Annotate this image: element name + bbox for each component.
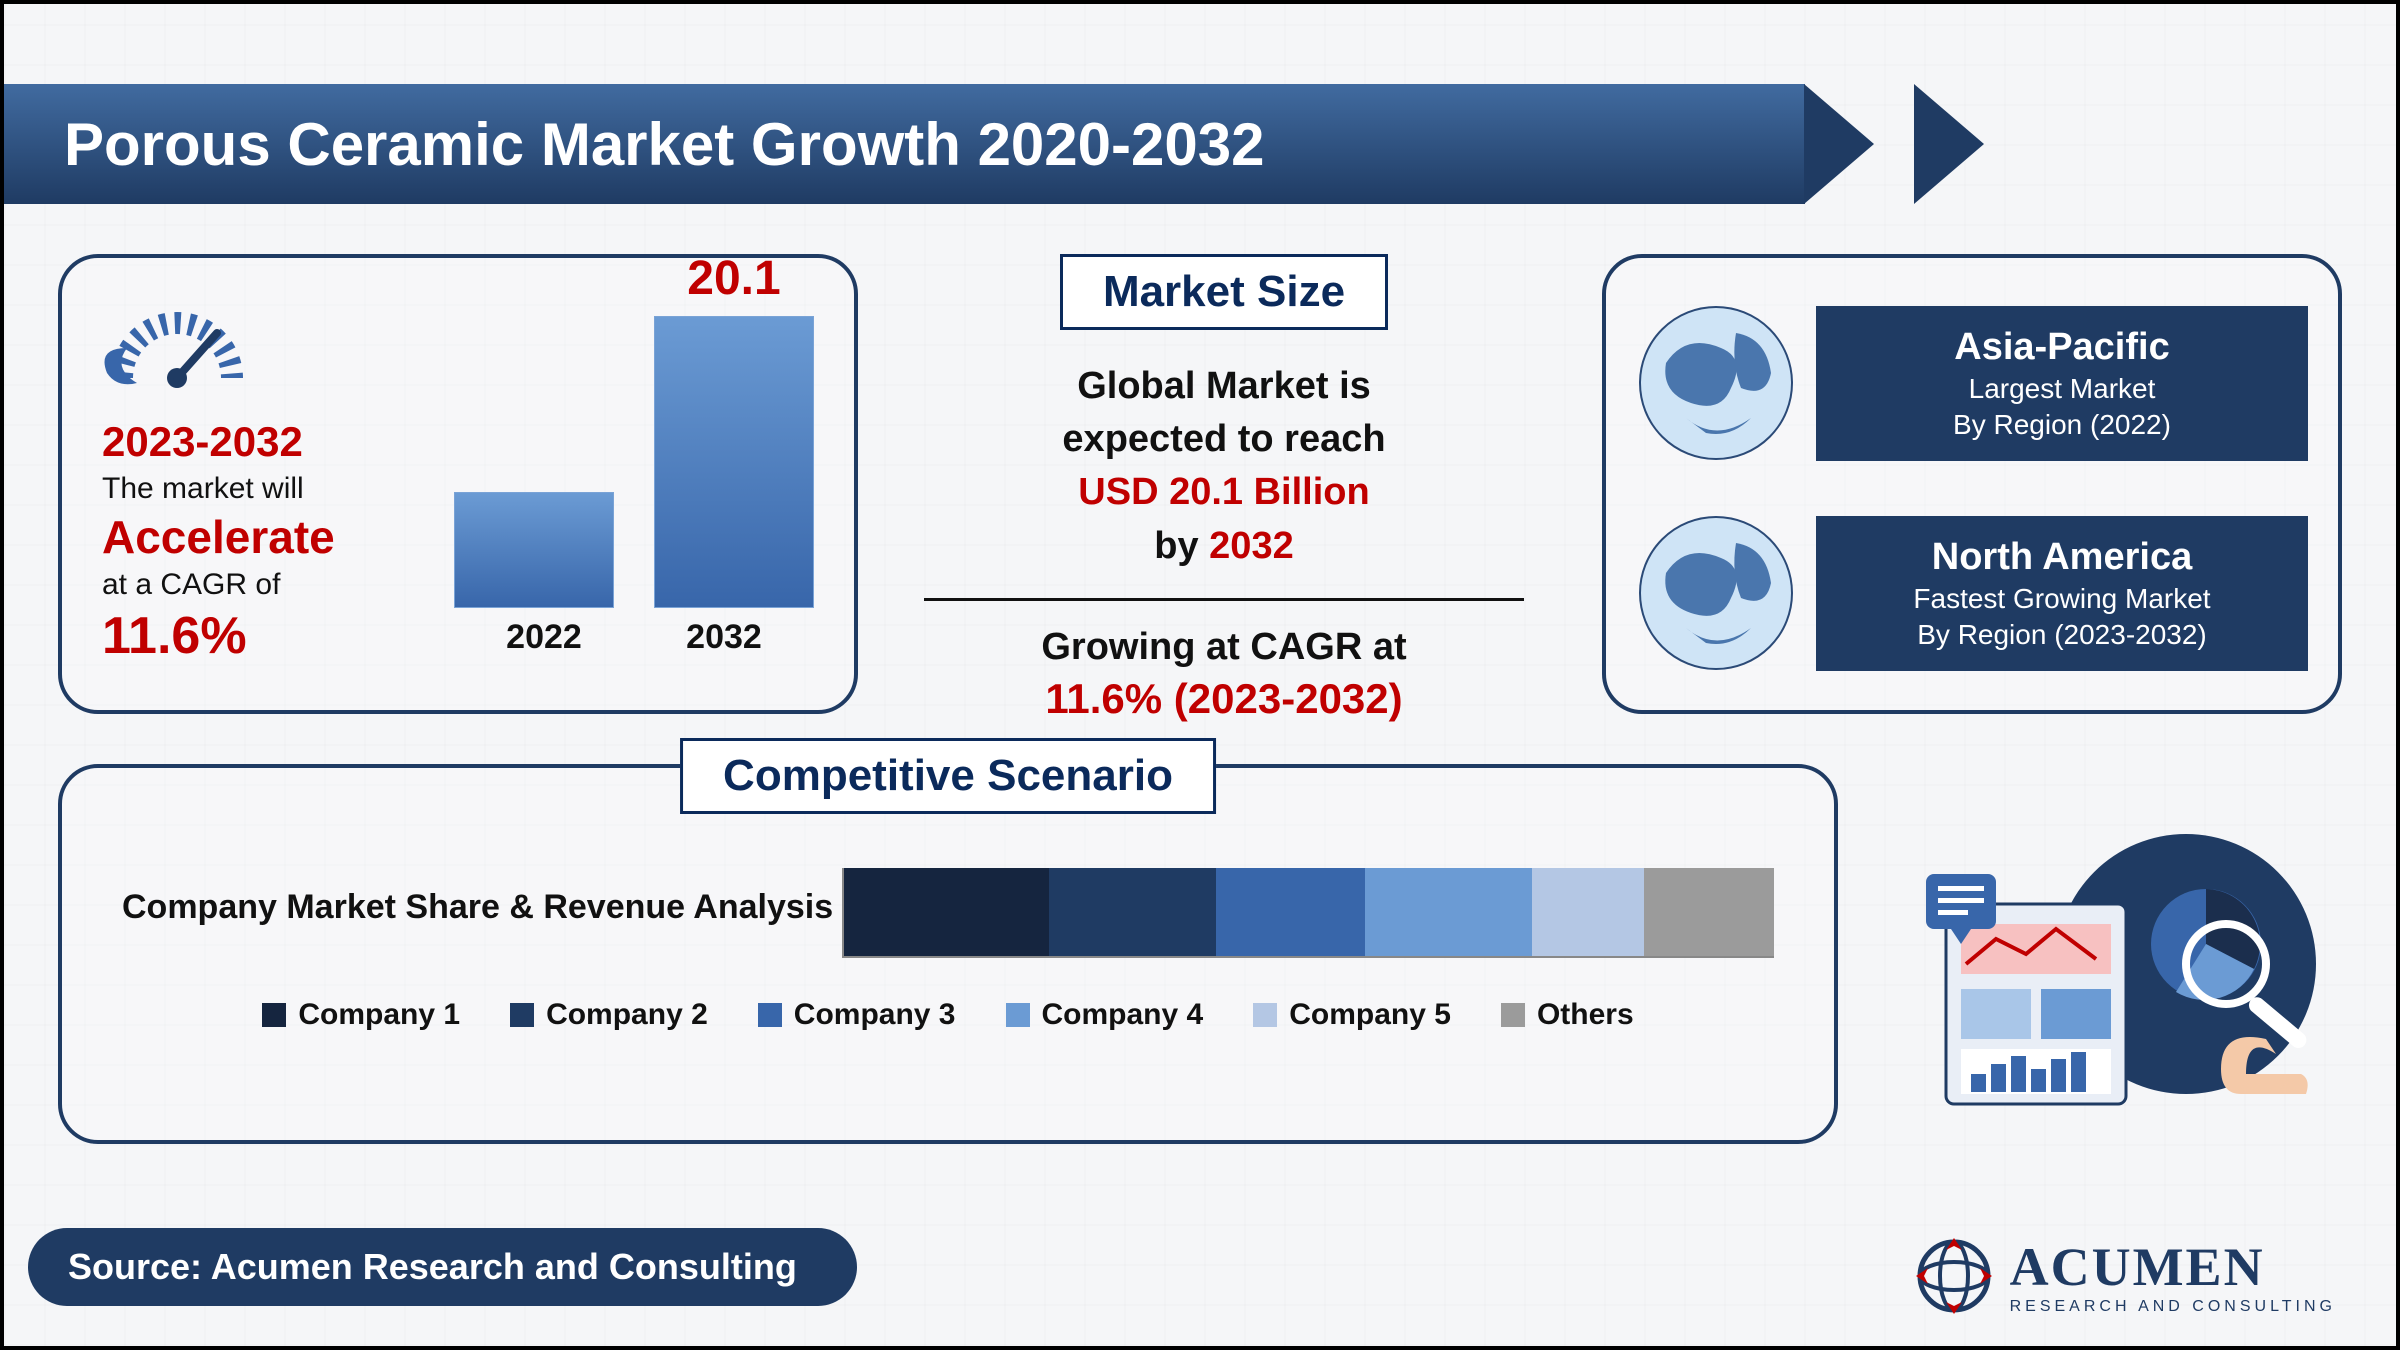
stacked-segment — [1216, 868, 1365, 956]
growth-cagr: 11.6% — [102, 606, 442, 666]
globe-icon — [1636, 513, 1796, 673]
growth-text-block: 2023-2032 The market will Accelerate at … — [102, 288, 442, 666]
competitive-title-wrap: Competitive Scenario — [680, 738, 1216, 814]
market-size-grow-label: Growing at CAGR at — [904, 626, 1544, 669]
speed-gauge-icon — [102, 288, 252, 398]
legend-swatch — [758, 1003, 782, 1027]
growth-bar-chart: 20.1 20222032 — [454, 288, 814, 688]
stacked-bar-chart — [842, 868, 1774, 958]
legend-label: Company 1 — [298, 998, 460, 1032]
legend-label: Company 4 — [1042, 998, 1204, 1032]
growth-period: 2023-2032 — [102, 418, 442, 466]
legend: Company 1 Company 2 Company 3 Company 4 Comp… — [102, 998, 1794, 1032]
region-sub2: By Region (2022) — [1826, 409, 2298, 441]
legend-swatch — [262, 1003, 286, 1027]
chart-value-label: 20.1 — [654, 251, 814, 306]
region-row: North America Fastest Growing Market By … — [1636, 508, 2308, 678]
legend-label: Company 5 — [1289, 998, 1451, 1032]
region-name: Asia-Pacific — [1826, 326, 2298, 369]
legend-label: Company 3 — [794, 998, 956, 1032]
chart-bar — [654, 316, 814, 608]
legend-item: Company 2 — [510, 998, 708, 1032]
page-title: Porous Ceramic Market Growth 2020-2032 — [64, 110, 1265, 179]
brand-name: ACUMEN — [2010, 1236, 2336, 1298]
growth-line2: at a CAGR of — [102, 568, 442, 602]
chart-bar — [454, 492, 614, 608]
region-name: North America — [1826, 536, 2298, 579]
legend-item: Company 4 — [1006, 998, 1204, 1032]
brand-globe-icon — [1914, 1236, 1994, 1316]
legend-swatch — [510, 1003, 534, 1027]
title-banner-body: Porous Ceramic Market Growth 2020-2032 — [4, 84, 1805, 204]
region-sub2: By Region (2023-2032) — [1826, 619, 2298, 651]
legend-item: Others — [1501, 998, 1634, 1032]
legend-swatch — [1006, 1003, 1030, 1027]
brand-text: ACUMEN RESEARCH AND CONSULTING — [2010, 1236, 2336, 1316]
growth-panel: 2023-2032 The market will Accelerate at … — [58, 254, 858, 714]
brand-tagline: RESEARCH AND CONSULTING — [2010, 1298, 2336, 1316]
region-sub1: Largest Market — [1826, 373, 2298, 405]
title-banner: Porous Ceramic Market Growth 2020-2032 — [4, 84, 1984, 204]
region-label: Asia-Pacific Largest Market By Region (2… — [1816, 306, 2308, 461]
region-sub1: Fastest Growing Market — [1826, 583, 2298, 615]
competitive-title: Competitive Scenario — [680, 738, 1216, 814]
stacked-segment — [1365, 868, 1532, 956]
chart-category-label: 2022 — [464, 618, 624, 657]
stacked-segment — [1049, 868, 1216, 956]
market-size-value: USD 20.1 Billion — [904, 466, 1544, 519]
growth-accelerate: Accelerate — [102, 510, 442, 564]
legend-label: Others — [1537, 998, 1634, 1032]
legend-swatch — [1501, 1003, 1525, 1027]
legend-item: Company 3 — [758, 998, 956, 1032]
title-banner-arrow — [1804, 84, 1874, 204]
market-size-grow-value: 11.6% (2023-2032) — [904, 675, 1544, 723]
stacked-segment — [1532, 868, 1644, 956]
region-row: Asia-Pacific Largest Market By Region (2… — [1636, 298, 2308, 468]
globe-icon — [1636, 303, 1796, 463]
legend-item: Company 5 — [1253, 998, 1451, 1032]
market-size-line2: expected to reach — [904, 413, 1544, 466]
brand-logo: ACUMEN RESEARCH AND CONSULTING — [1914, 1236, 2336, 1316]
legend-swatch — [1253, 1003, 1277, 1027]
competitive-panel: Competitive Scenario Company Market Shar… — [58, 764, 1838, 1144]
legend-item: Company 1 — [262, 998, 460, 1032]
analytics-illustration-icon — [1906, 824, 2326, 1144]
region-label: North America Fastest Growing Market By … — [1816, 516, 2308, 671]
market-size-by: by 2032 — [904, 520, 1544, 573]
market-size-block: Market Size Global Market is expected to… — [904, 254, 1544, 723]
market-size-by-prefix: by — [1154, 525, 1209, 567]
stacked-segment — [844, 868, 1049, 956]
divider — [924, 598, 1524, 601]
competitive-label: Company Market Share & Revenue Analysis — [122, 888, 833, 927]
title-banner-arrow-2 — [1914, 84, 1984, 204]
growth-line1: The market will — [102, 472, 442, 506]
source-label: Source: Acumen Research and Consulting — [28, 1228, 857, 1306]
market-size-title: Market Size — [1060, 254, 1388, 330]
regions-panel: Asia-Pacific Largest Market By Region (2… — [1602, 254, 2342, 714]
market-size-by-year: 2032 — [1209, 525, 1294, 567]
legend-label: Company 2 — [546, 998, 708, 1032]
market-size-line1: Global Market is — [904, 360, 1544, 413]
chart-category-label: 2032 — [644, 618, 804, 657]
stacked-segment — [1644, 868, 1774, 956]
